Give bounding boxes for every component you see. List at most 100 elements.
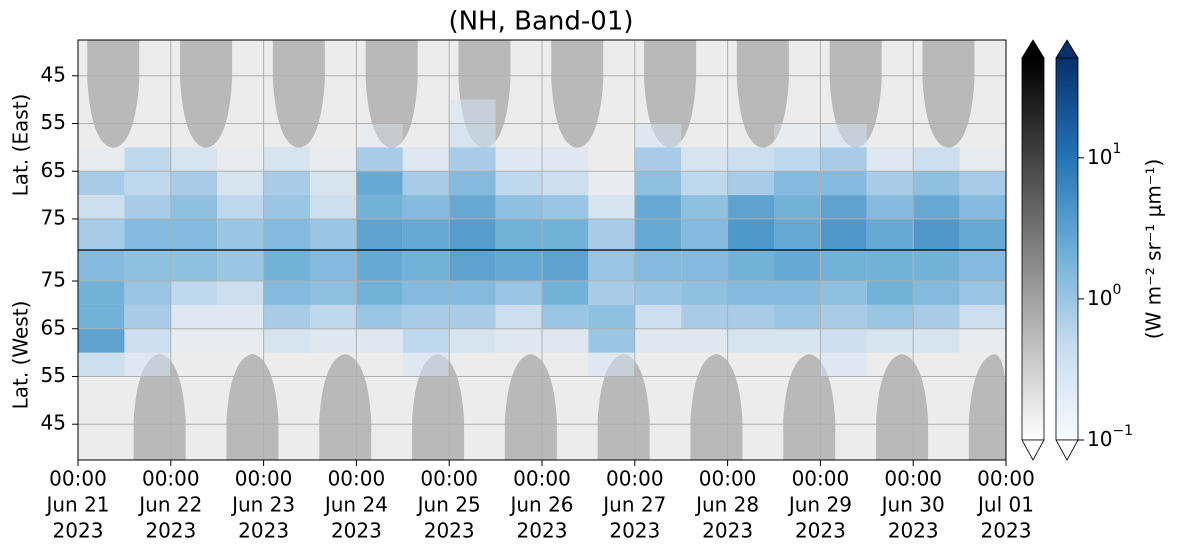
heatmap-cell: [263, 147, 310, 172]
heatmap-cell: [78, 147, 125, 172]
x-tick-label: 2023: [981, 519, 1032, 543]
colorbar-extend: [1055, 439, 1079, 461]
heatmap-cell: [774, 195, 821, 219]
heatmap-cell: [78, 52, 124, 76]
night-region: [412, 354, 465, 460]
night-region: [876, 354, 929, 460]
heatmap-cell: [727, 250, 774, 282]
heatmap-cell: [356, 76, 402, 100]
heatmap-cell: [588, 195, 635, 219]
x-tick-label: Jul 01: [976, 493, 1034, 517]
heatmap-cell: [913, 353, 959, 377]
colorbar-extend: [1021, 39, 1045, 59]
heatmap-cell: [867, 100, 913, 124]
heatmap-cell: [727, 304, 774, 329]
heatmap-cell: [588, 328, 635, 353]
heatmap-cell: [542, 304, 589, 329]
heatmap-cell: [170, 147, 218, 172]
heatmap-cell: [264, 76, 310, 100]
heatmap-cell: [542, 328, 589, 353]
heatmap-cell: [727, 195, 774, 219]
x-tick-label: 00:00: [699, 467, 757, 491]
heatmap-cell: [820, 376, 866, 400]
heatmap-cell: [310, 100, 356, 124]
heatmap-cell: [960, 76, 1006, 100]
heatmap-cell: [496, 376, 542, 400]
heatmap-cell: [170, 304, 218, 329]
heatmap-cell: [495, 281, 542, 305]
y-axis-label: Lat. (West): [9, 301, 33, 410]
heatmap-cell: [634, 195, 682, 219]
heatmap-cell: [78, 76, 124, 100]
heatmap-cell: [310, 124, 356, 148]
heatmap-cell: [960, 52, 1006, 76]
night-region: [365, 40, 418, 148]
heatmap-cell: [681, 171, 728, 196]
heatmap-cell: [635, 100, 681, 124]
heatmap-cell: [634, 147, 682, 172]
night-region: [968, 354, 1006, 460]
heatmap-cell: [774, 304, 821, 329]
heatmap-cell: [263, 218, 310, 250]
heatmap-cell: [217, 218, 264, 250]
night-region: [180, 40, 233, 148]
heatmap-cell: [356, 123, 403, 148]
heatmap-cell: [913, 195, 960, 219]
heatmap-cell: [774, 328, 821, 353]
x-tick-label: 00:00: [235, 467, 293, 491]
heatmap-cell: [356, 424, 402, 448]
x-tick-label: 2023: [145, 519, 196, 543]
heatmap-cell: [867, 124, 913, 148]
blue-colorbar: [1055, 57, 1079, 441]
heatmap-cell: [913, 250, 960, 282]
heatmap-cell: [124, 218, 171, 250]
heatmap-cell: [820, 147, 867, 172]
heatmap-cell: [356, 281, 403, 305]
heatmap-cell: [310, 304, 357, 329]
heatmap-cell: [402, 281, 450, 305]
tick-exponent: 1: [1112, 141, 1121, 157]
heatmap-cell: [356, 376, 402, 400]
heatmap-cell: [496, 52, 542, 76]
heatmap-cell: [217, 195, 264, 219]
heatmap-cell: [681, 76, 727, 100]
gray-colorbar: [1021, 57, 1045, 441]
heatmap-cell: [913, 100, 959, 124]
heatmap-cell: [449, 424, 495, 448]
heatmap-cell: [728, 100, 774, 124]
heatmap-cell: [867, 400, 913, 424]
heatmap-cell: [403, 76, 449, 100]
heatmap-cell: [866, 147, 914, 172]
heatmap-cell: [171, 76, 217, 100]
heatmap-cell: [588, 281, 635, 305]
heatmap-cell: [263, 328, 310, 353]
heatmap-cell: [264, 353, 310, 377]
heatmap-cell: [820, 100, 866, 124]
colorbar-extend: [1055, 39, 1079, 59]
heatmap-cell: [728, 353, 774, 377]
y-tick-label: 45: [41, 62, 66, 86]
heatmap-cell: [449, 328, 496, 353]
heatmap-cell: [264, 124, 310, 148]
heatmap-cell: [634, 328, 682, 353]
heatmap-cell: [78, 124, 124, 148]
x-tick-label: 2023: [888, 519, 939, 543]
heatmap-cell: [634, 250, 682, 282]
heatmap-cell: [588, 218, 635, 250]
heatmap-cell: [913, 76, 959, 100]
heatmap-cell: [403, 124, 449, 148]
heatmap-cell: [449, 171, 496, 196]
heatmap-cell: [820, 281, 867, 305]
heatmap-cell: [356, 353, 402, 377]
heatmap-cell: [774, 147, 821, 172]
heatmap-cell: [449, 195, 496, 219]
colorbar-label: (W m⁻² sr⁻¹ μm⁻¹): [1142, 159, 1166, 340]
heatmap-cell: [681, 281, 728, 305]
x-tick-label: 00:00: [884, 467, 942, 491]
heatmap-cell: [310, 376, 356, 400]
heatmap-cell: [681, 424, 727, 448]
heatmap-cell: [403, 100, 449, 124]
x-tick-label: 00:00: [606, 467, 664, 491]
heatmap-cell: [310, 171, 357, 196]
x-tick-label: 00:00: [328, 467, 386, 491]
